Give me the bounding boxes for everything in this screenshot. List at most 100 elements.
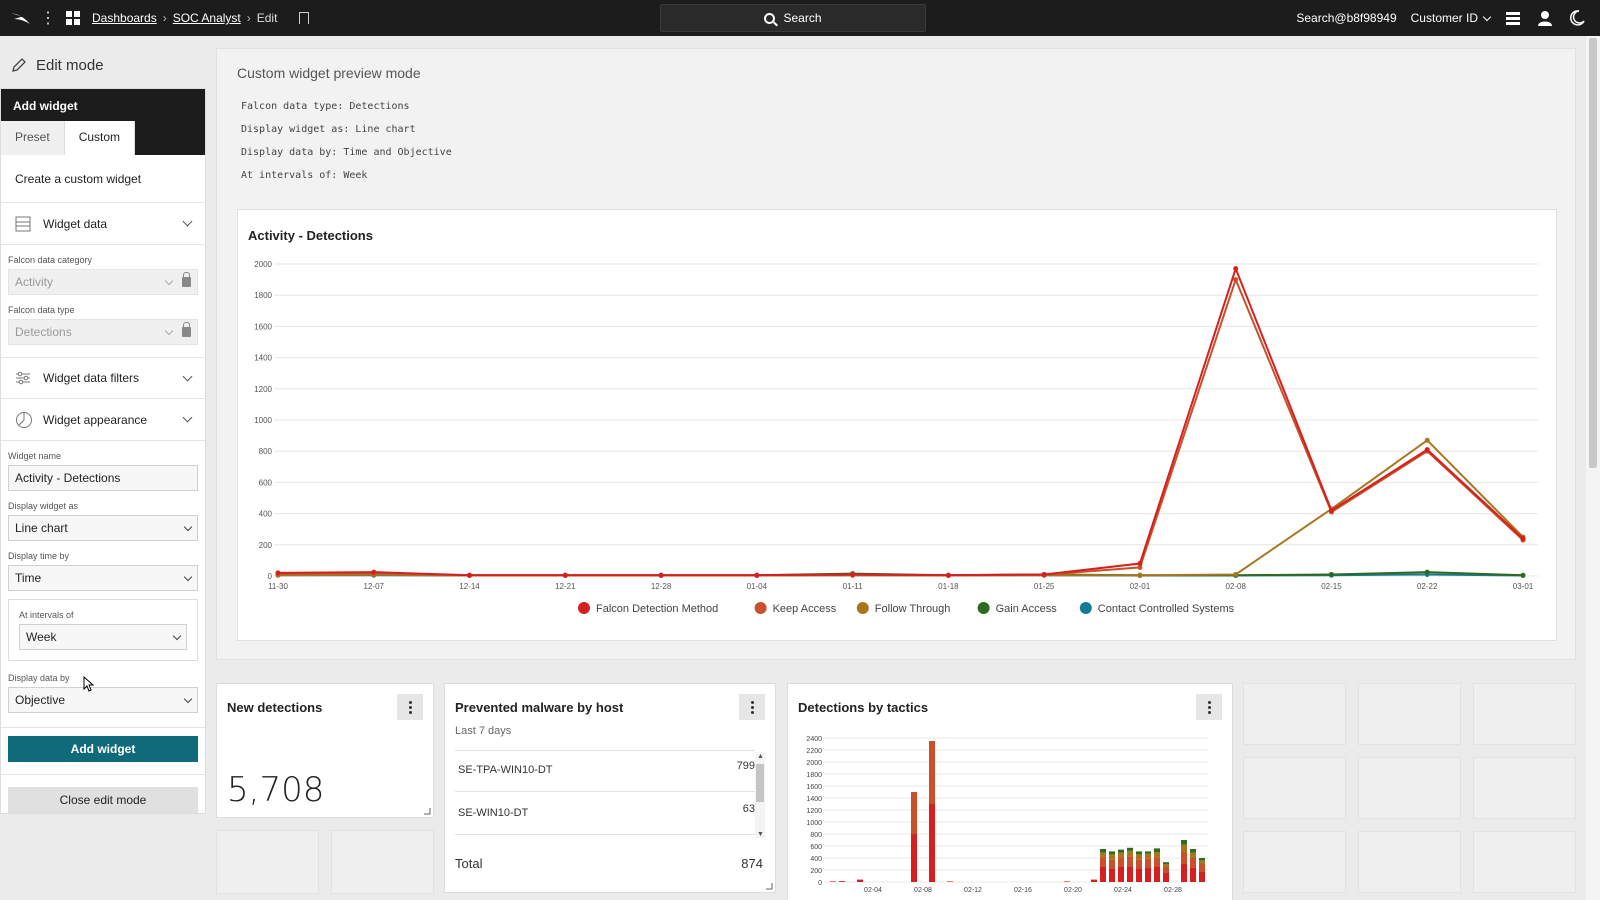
tab-preset[interactable]: Preset [1, 121, 65, 155]
bar-segment [1154, 857, 1160, 867]
bar-segment [1109, 854, 1115, 860]
host-name: SE-TPA-WIN10-DT [458, 764, 553, 776]
y-tick-label: 0 [818, 880, 822, 887]
bar-segment [1127, 847, 1133, 851]
user-icon[interactable] [1536, 9, 1554, 27]
widget-tabs: Preset Custom [1, 121, 205, 155]
data-point [275, 570, 281, 576]
data-point [850, 571, 856, 577]
notifications-list-icon[interactable] [1504, 9, 1522, 27]
bar-segment [1136, 859, 1142, 869]
more-vertical-icon[interactable]: ⋮ [40, 10, 56, 27]
widget-name-input[interactable]: Activity - Detections [8, 465, 198, 491]
legend-label: Gain Access [996, 603, 1058, 615]
bar-segment [1199, 871, 1205, 882]
x-tick-label: 02-16 [1014, 887, 1032, 894]
scroll-up-icon[interactable]: ▲ [757, 753, 764, 760]
add-widget-button[interactable]: Add widget [8, 736, 198, 762]
more-options-icon[interactable] [739, 694, 765, 720]
x-tick-label: 12-28 [651, 582, 672, 591]
y-tick-label: 1200 [806, 808, 822, 815]
y-tick-label: 200 [259, 541, 273, 550]
breadcrumb-dashboards[interactable]: Dashboards [92, 11, 157, 25]
bar-segment [1163, 873, 1169, 882]
bar-segment [1154, 848, 1160, 852]
x-tick-label: 02-20 [1064, 887, 1082, 894]
breadcrumb: Dashboards › SOC Analyst › Edit [92, 11, 277, 25]
data-point [1520, 536, 1526, 542]
chevron-right-icon: › [246, 11, 251, 25]
bar-segment [1136, 868, 1142, 882]
data-point [1520, 572, 1526, 578]
series-line [277, 265, 1524, 577]
bar-segment [830, 881, 836, 882]
empty-widget-slot [1358, 757, 1461, 819]
falcon-logo-icon[interactable] [10, 10, 32, 26]
empty-widget-slot [1243, 757, 1346, 819]
widget-appearance-section[interactable]: Widget appearance [1, 399, 205, 441]
data-point [1137, 564, 1143, 570]
series-line [277, 276, 1524, 577]
new-detections-title: New detections [227, 700, 323, 715]
tab-custom[interactable]: Custom [64, 121, 136, 155]
bar-segment [1118, 849, 1124, 853]
widget-data-section[interactable]: Widget data [1, 203, 205, 245]
breadcrumb-soc-analyst[interactable]: SOC Analyst [172, 11, 241, 25]
tactics-bar-chart: 0 200 400 600 800 1000 1200 1400 1600 1800 2000 220… [806, 736, 1208, 894]
host-count: 799 [736, 760, 755, 772]
meta-data-type: Falcon data type: Detections [241, 101, 410, 112]
bar-segment [1136, 851, 1142, 855]
page-scrollbar[interactable] [1586, 36, 1600, 900]
widget-data-filters-section[interactable]: Widget data filters [1, 357, 205, 399]
bar-segment [1163, 867, 1169, 873]
data-point [1233, 266, 1239, 272]
more-options-icon[interactable] [1196, 694, 1222, 720]
search-icon [764, 12, 776, 24]
customer-id-dropdown[interactable]: Customer ID [1411, 11, 1492, 25]
data-type-select: Detections [8, 319, 198, 345]
display-as-select[interactable]: Line chart [8, 515, 198, 541]
interval-select[interactable]: Week [19, 624, 187, 650]
data-point [1328, 571, 1334, 577]
display-as-label: Display widget as [8, 501, 79, 511]
line-chart-card: Activity - Detections 0 200 400 600 800 1000 1… [237, 209, 1557, 641]
y-tick-label: 1200 [254, 385, 272, 394]
y-tick-label: 1000 [806, 820, 822, 827]
scroll-down-icon[interactable]: ▼ [757, 831, 764, 838]
bar-segment [1127, 850, 1133, 857]
resize-handle-icon[interactable] [765, 882, 773, 890]
display-data-select[interactable]: Objective [8, 687, 198, 713]
y-tick-label: 1600 [806, 784, 822, 791]
detections-by-tactics-card: Detections by tactics 0 200 400 600 800 1000 1… [787, 683, 1233, 900]
breadcrumb-edit: Edit [256, 11, 278, 25]
data-point [467, 572, 473, 578]
new-detections-card: New detections 5,708 [216, 683, 434, 818]
y-tick-label: 600 [810, 844, 822, 851]
data-point [1137, 572, 1143, 578]
global-search[interactable]: Search [660, 4, 926, 32]
bar-segment [1145, 858, 1151, 868]
scrollbar-thumb[interactable] [1589, 38, 1597, 468]
dashboard-grid-icon[interactable] [66, 11, 80, 25]
bookmark-icon[interactable] [299, 12, 310, 24]
list-item[interactable]: SE-TPA-WIN10-DT 799 [455, 750, 755, 792]
user-account-label[interactable]: Search@b8f98949 [1296, 11, 1397, 25]
x-tick-label: 12-21 [555, 582, 576, 591]
legend-label: Falcon Detection Method [596, 603, 718, 615]
filter-sliders-icon [16, 371, 30, 385]
moon-icon[interactable] [1568, 9, 1586, 27]
more-options-icon[interactable] [397, 694, 423, 720]
widget-name-label: Widget name [8, 451, 62, 461]
mouse-cursor-icon [83, 676, 95, 692]
close-edit-mode-button[interactable]: Close edit mode [8, 787, 198, 813]
list-scrollbar[interactable]: ▲ ▼ [755, 752, 765, 838]
bar-segment [1136, 854, 1142, 860]
list-item[interactable]: SE-WIN10-DT 63 [455, 793, 755, 835]
display-time-select[interactable]: Time [8, 565, 198, 591]
resize-handle-icon[interactable] [423, 807, 431, 815]
preview-title: Custom widget preview mode [237, 65, 421, 81]
empty-widget-slot [1243, 831, 1346, 893]
y-tick-label: 0 [268, 572, 273, 581]
data-type-label: Falcon data type [8, 305, 75, 315]
chart-title: Activity - Detections [248, 228, 373, 243]
